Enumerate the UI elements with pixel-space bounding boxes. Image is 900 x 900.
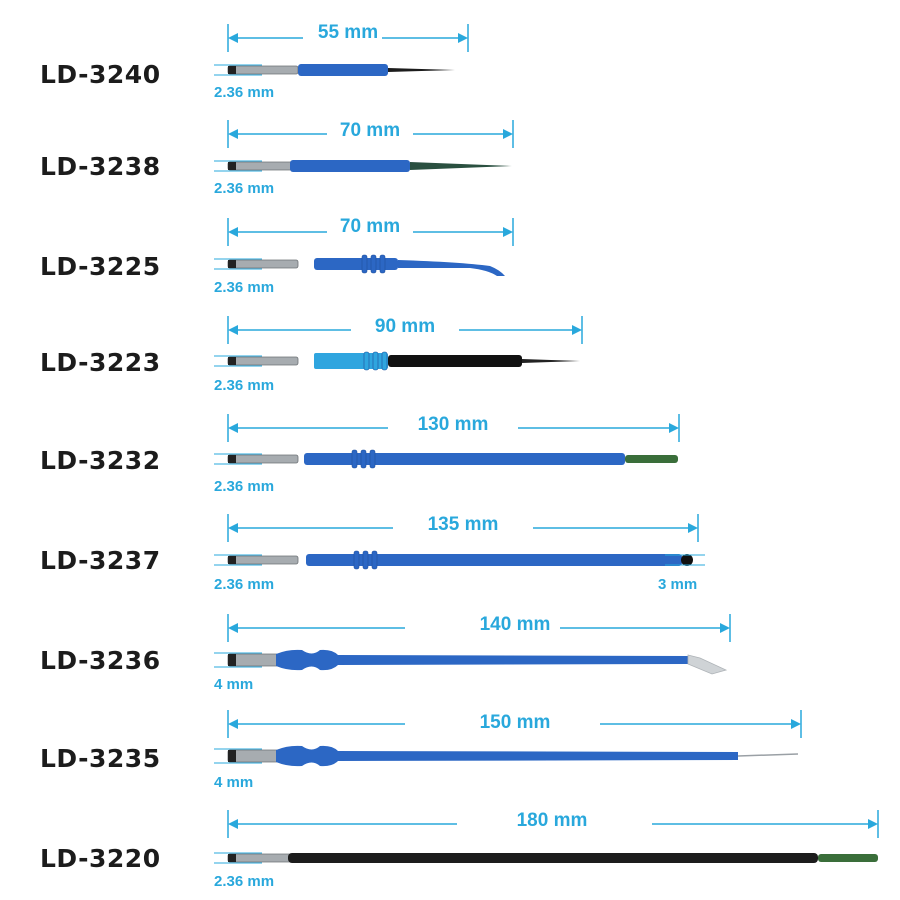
length-label: 150 mm — [476, 712, 554, 734]
grip-rib — [362, 550, 369, 570]
arrow-head — [688, 523, 698, 533]
diameter-label: 2.36 mm — [214, 180, 275, 197]
handle — [290, 160, 410, 172]
grip-rib — [372, 351, 379, 371]
length-label: 180 mm — [513, 810, 591, 832]
arrow-head — [228, 423, 238, 433]
connector-pin — [227, 853, 299, 863]
grip-rib — [379, 254, 386, 274]
diameter-label: 2.36 mm — [214, 478, 275, 495]
model-label: LD-3225 — [40, 252, 161, 281]
pin-cap — [228, 66, 236, 74]
pin-cap — [228, 455, 236, 463]
model-label: LD-3237 — [40, 546, 161, 575]
pin-cap — [228, 654, 236, 666]
pin-cap — [228, 556, 236, 564]
arrow-head — [720, 623, 730, 633]
arrow-head — [868, 819, 878, 829]
length-label: 70 mm — [336, 216, 404, 238]
arrow-head — [228, 129, 238, 139]
bent-tip — [398, 260, 505, 276]
model-label: LD-3235 — [40, 744, 161, 773]
grip-rib — [363, 351, 370, 371]
length-label: 140 mm — [476, 614, 554, 636]
insulated-shaft — [388, 355, 522, 367]
ball-tip — [681, 554, 693, 566]
model-label: LD-3238 — [40, 152, 161, 181]
arrow-head — [503, 227, 513, 237]
grip-rib — [370, 254, 377, 274]
needle-tip — [388, 68, 455, 72]
handle — [276, 649, 688, 671]
length-label: 135 mm — [424, 514, 502, 536]
length-label: 130 mm — [414, 414, 492, 436]
diameter-label: 2.36 mm — [214, 279, 275, 296]
diameter-label: 2.36 mm — [214, 84, 275, 101]
handle — [298, 64, 388, 76]
model-label: LD-3223 — [40, 348, 161, 377]
arrow-head — [228, 227, 238, 237]
connector-pin — [227, 555, 299, 565]
needle-tip — [522, 359, 580, 363]
handle — [288, 853, 818, 863]
wire-tip — [737, 753, 799, 757]
pin-cap — [228, 357, 236, 365]
grip-rib — [381, 351, 388, 371]
handle — [306, 554, 682, 566]
grip-rib — [369, 449, 376, 469]
pin-cap — [228, 854, 236, 862]
pin-cap — [228, 750, 236, 762]
arrow-head — [791, 719, 801, 729]
diameter-label: 2.36 mm — [214, 377, 275, 394]
connector-pin — [227, 161, 299, 171]
arrow-head — [228, 719, 238, 729]
diameter-label: 2.36 mm — [214, 873, 275, 890]
arrow-head — [228, 819, 238, 829]
arrow-head — [228, 33, 238, 43]
grip-rib — [353, 550, 360, 570]
pin-cap — [228, 162, 236, 170]
grip-rib — [351, 449, 358, 469]
model-label: LD-3240 — [40, 60, 161, 89]
connector-pin — [227, 65, 299, 75]
handle — [314, 353, 388, 369]
length-label: 55 mm — [314, 22, 382, 44]
arrow-head — [228, 523, 238, 533]
diameter-label: 4 mm — [214, 774, 254, 791]
model-label: LD-3236 — [40, 646, 161, 675]
model-label: LD-3232 — [40, 446, 161, 475]
grip-rib — [371, 550, 378, 570]
length-label: 70 mm — [336, 120, 404, 142]
grip-rib — [361, 254, 368, 274]
coated-tip — [625, 455, 678, 463]
arrow-head — [228, 325, 238, 335]
connector-pin — [227, 454, 299, 464]
arrow-head — [503, 129, 513, 139]
coated-tip — [818, 854, 878, 862]
arrow-head — [458, 33, 468, 43]
handle — [314, 258, 398, 270]
pin-cap — [228, 260, 236, 268]
model-label: LD-3220 — [40, 844, 161, 873]
diameter-label: 4 mm — [214, 676, 254, 693]
length-label: 90 mm — [371, 316, 439, 338]
connector-pin — [227, 356, 299, 366]
spatula-tip — [687, 654, 728, 675]
grip-rib — [360, 449, 367, 469]
handle — [304, 453, 625, 465]
arrow-head — [228, 623, 238, 633]
arrow-head — [669, 423, 679, 433]
handle — [276, 745, 738, 767]
connector-pin — [227, 259, 299, 269]
diameter-label: 2.36 mm — [214, 576, 275, 593]
blade-tip — [410, 162, 512, 170]
tip-diameter-label: 3 mm — [658, 576, 698, 593]
arrow-head — [572, 325, 582, 335]
